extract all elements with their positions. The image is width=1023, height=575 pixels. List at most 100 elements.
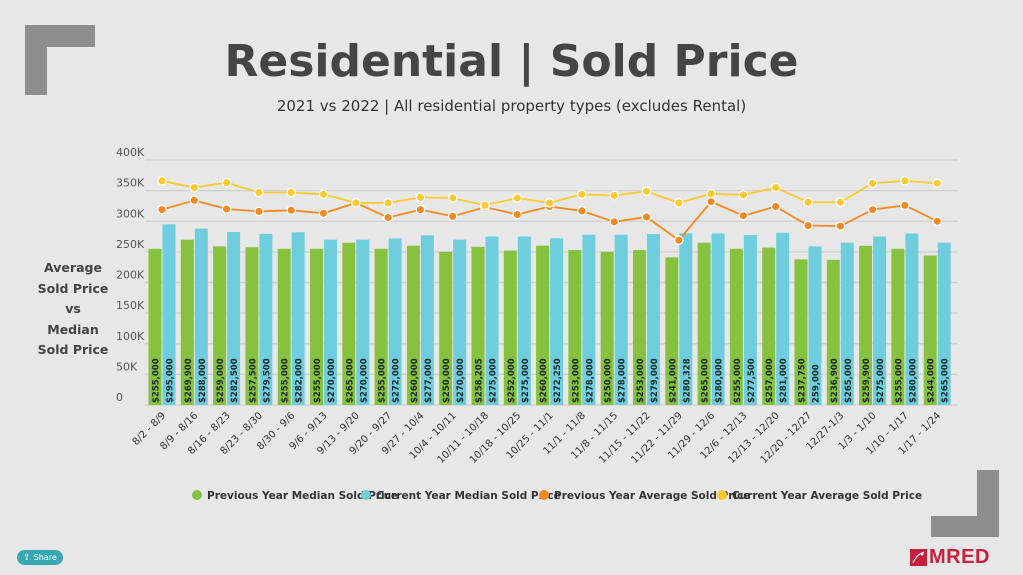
prev-median-bar [310,248,323,405]
prev-median-bar [568,250,582,405]
bar-data-label: $255,000 [733,358,743,403]
bar-data-label: $270,000 [327,358,337,403]
curr-avg-point [609,190,620,201]
y-tick-label: 200K [116,269,145,282]
prev-median-bar [697,242,711,405]
curr-avg-point [157,175,167,186]
bar-data-label: $259,000 [216,358,226,403]
share-icon: ⇪ [23,552,31,563]
bar-data-label: $236,900 [830,358,840,403]
curr-median-bar [291,232,305,405]
prev-avg-point [254,206,264,217]
curr-avg-point [415,192,426,203]
bar-data-label: $277,000 [424,358,434,403]
prev-avg-point [932,216,943,227]
bar-data-label: $265,000 [844,358,854,403]
curr-median-bar [227,231,241,405]
prev-median-bar [859,245,873,405]
y-tick-label: 400K [116,146,145,159]
prev-avg-point [577,205,587,216]
curr-median-bar [162,224,176,405]
curr-median-bar [324,239,337,405]
y-axis-label-line: Sold Price [37,342,109,357]
share-button[interactable]: ⇪ Share [17,550,63,565]
curr-median-bar [937,242,951,405]
bar-data-label: $277,500 [747,358,757,403]
curr-median-bar [647,234,660,405]
prev-avg-point [512,209,523,220]
curr-median-bar [259,233,273,405]
prev-median-bar [471,246,485,405]
prev-avg-point [900,200,910,211]
bar-data-label: $275,000 [876,358,886,403]
curr-avg-point [803,197,813,208]
prev-median-bar [503,250,517,405]
curr-median-bar [711,233,725,405]
y-tick-label: 350K [116,177,145,190]
y-tick-label: 0 [116,391,123,404]
prev-avg-point [738,210,749,221]
prev-avg-point [157,204,167,215]
curr-avg-point [447,193,458,203]
bar-data-label: $280,000 [715,358,725,403]
prev-avg-point [221,204,232,214]
bar-data-label: $252,000 [507,358,517,403]
mred-logo: MRED [910,547,990,567]
prev-avg-point [415,204,426,215]
curr-avg-point [512,193,523,203]
prev-median-bar [923,255,937,405]
bar-data-label: $279,500 [262,358,272,403]
legend-label: Previous Year Average Sold Price [554,490,750,502]
mred-logo-text: MRED [929,546,990,568]
y-tick-label: 150K [116,299,145,312]
prev-median-bar [277,248,291,405]
legend-label: Current Year Average Sold Price [732,490,922,502]
y-axis-label-line: Sold Price [37,280,109,296]
curr-avg-point [383,198,393,208]
bar-data-label: $280,000 [908,358,918,403]
curr-avg-point [835,197,846,208]
y-tick-label: 300K [116,207,145,220]
bar-data-label: $241,000 [668,358,678,403]
bar-data-label: $260,000 [539,358,549,403]
prev-avg-point [286,205,297,216]
curr-median-bar [582,234,596,405]
legend-marker [192,490,202,500]
bar-data-label: $270,000 [359,358,369,403]
bar-data-label: $257,000 [765,358,775,403]
bar-data-label: $253,000 [636,358,646,403]
prev-avg-point [383,212,393,223]
prev-avg-point [609,217,620,227]
bar-data-label: $269,900 [184,358,194,403]
curr-avg-point [641,186,652,197]
bar-data-label: $270,000 [456,358,466,403]
page-subtitle: 2021 vs 2022 | All residential property … [276,97,747,115]
y-axis-label-line: vs [65,301,81,316]
bar-data-label: $253,000 [571,358,581,403]
bar-data-label: $280,328 [682,358,692,403]
prev-median-bar [439,251,453,405]
prev-median-bar [374,248,388,405]
curr-avg-point [189,182,200,193]
curr-avg-point [480,200,490,211]
prev-median-bar [826,259,840,405]
corner-bracket-bottom-right-horizontal [931,516,999,537]
bar-data-label: $255,000 [378,358,388,403]
curr-avg-point [544,198,555,208]
curr-median-bar [905,233,919,405]
curr-median-bar [679,233,693,405]
prev-avg-point [867,204,878,215]
curr-median-bar [776,232,790,405]
prev-avg-point [641,212,652,222]
corner-bracket-top-left-vertical [25,25,47,95]
prev-avg-point [706,196,716,207]
page-title: Residential | Sold Price [224,36,799,87]
curr-median-bar [420,235,434,405]
prev-median-bar [213,246,227,405]
bar-data-label: $255,000 [152,358,162,403]
prev-median-bar [342,242,356,405]
legend-label: Current Year Median Sold Price [376,490,561,502]
curr-avg-point [254,187,264,198]
curr-median-bar [356,239,370,405]
bar-data-label: 259,000 [812,364,822,403]
